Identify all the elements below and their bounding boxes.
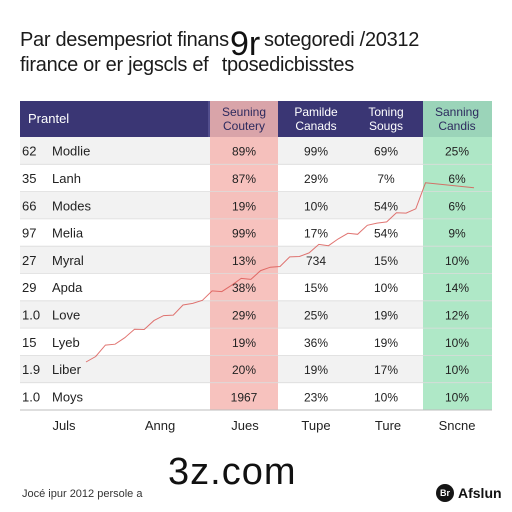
row-name: Myral	[52, 253, 84, 268]
header-label-first: Prantel	[28, 111, 69, 126]
x-axis-label: Tupe	[301, 418, 330, 433]
row-name: Melia	[52, 226, 84, 241]
x-axis-label: Jues	[231, 418, 259, 433]
row-number: 35	[22, 171, 36, 186]
row-number: 66	[22, 198, 36, 213]
header-label: Sougs	[369, 119, 403, 133]
cell-value: 12%	[445, 308, 469, 322]
x-axis-label: Juls	[52, 418, 76, 433]
cell-value: 10%	[445, 390, 469, 404]
cell-value: 1967	[231, 390, 258, 404]
watermark-top: 9r	[230, 25, 261, 63]
cell-value: 89%	[232, 145, 256, 159]
row-number: 15	[22, 335, 36, 350]
x-axis-label: Anng	[145, 418, 175, 433]
cell-value: 10%	[445, 363, 469, 377]
cell-value: 99%	[232, 227, 256, 241]
cell-value: 17%	[374, 363, 398, 377]
cell-value: 14%	[445, 281, 469, 295]
cell-value: 38%	[232, 281, 256, 295]
title-line-1: Par desempesriot finans sotegoredi /2031…	[20, 29, 420, 51]
brand-logo: Br Afslun	[436, 484, 502, 502]
chart-title: Par desempesriot finans sotegoredi /2031…	[20, 28, 500, 78]
cell-value: 19%	[374, 308, 398, 322]
cell-value: 10%	[304, 199, 328, 213]
header-label: Seuning	[222, 105, 266, 119]
cell-value: 19%	[304, 363, 328, 377]
cell-value: 13%	[232, 254, 256, 268]
cell-value: 9%	[448, 227, 466, 241]
cell-value: 19%	[374, 336, 398, 350]
row-number: 1.0	[22, 389, 40, 404]
footer-note: Jocé ipur 2012 persole a	[22, 488, 143, 500]
cell-value: 23%	[304, 390, 328, 404]
row-name: Moys	[52, 389, 84, 404]
row-name: Modes	[52, 198, 92, 213]
row-name: Love	[52, 307, 80, 322]
x-axis-label: Ture	[375, 418, 401, 433]
cell-value: 54%	[374, 199, 398, 213]
row-name: Apda	[52, 280, 83, 295]
x-axis-label: Sncne	[439, 418, 476, 433]
cell-value: 25%	[445, 145, 469, 159]
cell-value: 15%	[304, 281, 328, 295]
cell-value: 17%	[304, 227, 328, 241]
brand-badge: Br	[436, 484, 454, 502]
row-number: 1.0	[22, 307, 40, 322]
cell-value: 29%	[232, 308, 256, 322]
cell-value: 19%	[232, 336, 256, 350]
header-label: Sanning	[435, 105, 479, 119]
cell-value: 7%	[377, 172, 395, 186]
row-name: Modlie	[52, 144, 90, 159]
cell-value: 15%	[374, 254, 398, 268]
row-number: 27	[22, 253, 36, 268]
cell-value: 10%	[445, 336, 469, 350]
cell-value: 54%	[374, 227, 398, 241]
header-label: Pamilde	[294, 105, 338, 119]
cell-value: 6%	[448, 199, 466, 213]
highlight-column-red	[210, 101, 278, 410]
cell-value: 734	[306, 254, 326, 268]
title-line-2: firance or er jegscls ef tposedicbisstes	[20, 54, 354, 76]
row-number: 1.9	[22, 362, 40, 377]
row-number: 97	[22, 226, 36, 241]
row-name: Liber	[52, 362, 82, 377]
row-name: Lyeb	[52, 335, 80, 350]
header-label: Candis	[438, 119, 475, 133]
row-name: Lanh	[52, 171, 81, 186]
cell-value: 20%	[232, 363, 256, 377]
highlight-column-green	[423, 101, 492, 410]
cell-value: 19%	[232, 199, 256, 213]
cell-value: 10%	[374, 390, 398, 404]
cell-value: 69%	[374, 145, 398, 159]
cell-value: 10%	[445, 254, 469, 268]
cell-value: 25%	[304, 308, 328, 322]
brand-name: Afslun	[458, 485, 502, 501]
cell-value: 87%	[232, 172, 256, 186]
cell-value: 99%	[304, 145, 328, 159]
cell-value: 36%	[304, 336, 328, 350]
cell-value: 29%	[304, 172, 328, 186]
header-label: Coutery	[223, 119, 265, 133]
header-label: Toning	[368, 105, 403, 119]
header-label: Canads	[295, 119, 336, 133]
watermark-bottom: 3z.com	[168, 451, 297, 493]
cell-value: 10%	[374, 281, 398, 295]
row-number: 29	[22, 280, 36, 295]
row-number: 62	[22, 144, 36, 159]
trend-line	[85, 182, 475, 363]
cell-value: 6%	[448, 172, 466, 186]
